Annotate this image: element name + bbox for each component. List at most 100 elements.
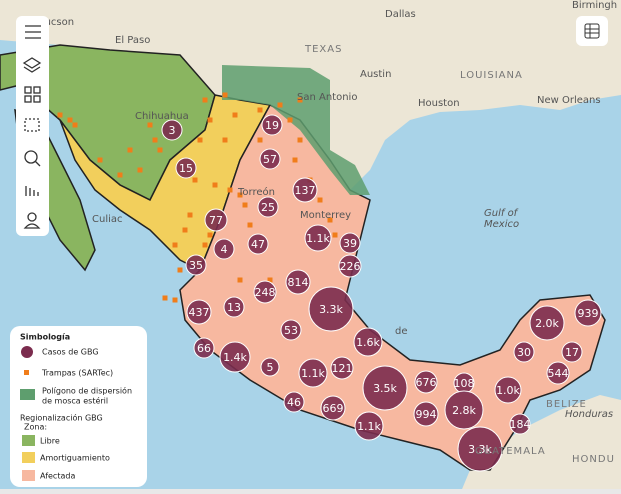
trap xyxy=(257,137,263,143)
case-cluster[interactable] xyxy=(304,224,332,252)
table-icon-lines xyxy=(585,24,599,38)
cluster-label: 15 xyxy=(179,162,193,175)
case-cluster[interactable] xyxy=(161,119,183,141)
cluster-label: 1.1k xyxy=(357,420,381,433)
case-cluster[interactable] xyxy=(186,299,212,325)
legend xyxy=(10,326,147,487)
case-cluster[interactable] xyxy=(260,357,280,377)
case-cluster[interactable] xyxy=(561,341,583,363)
cluster-label: 3.3k xyxy=(319,303,343,316)
trap xyxy=(232,112,238,118)
case-cluster[interactable] xyxy=(185,254,207,276)
legend-subtitle: Zona: xyxy=(24,423,47,432)
cluster-label: 77 xyxy=(209,214,223,227)
select-button[interactable] xyxy=(24,118,40,132)
case-cluster[interactable] xyxy=(529,305,565,341)
trap xyxy=(127,147,133,153)
case-cluster[interactable] xyxy=(253,280,277,304)
case-cluster[interactable] xyxy=(330,356,354,380)
case-cluster[interactable] xyxy=(257,196,279,218)
case-cluster[interactable] xyxy=(259,148,281,170)
chart-button[interactable] xyxy=(25,186,39,196)
menu-button[interactable] xyxy=(25,25,41,39)
place-label: Mexico xyxy=(484,219,519,230)
case-cluster[interactable] xyxy=(413,401,439,427)
layers-button[interactable] xyxy=(22,57,42,73)
place-label: Tucson xyxy=(39,17,74,28)
trap xyxy=(202,242,208,248)
case-cluster[interactable] xyxy=(204,208,228,232)
cluster-label: 814 xyxy=(288,276,309,289)
place-label: Monterrey xyxy=(300,210,351,221)
place-label: BELIZE xyxy=(546,399,587,410)
trap xyxy=(297,137,303,143)
cluster-label: 939 xyxy=(578,307,599,320)
case-cluster[interactable] xyxy=(292,177,318,203)
case-cluster[interactable] xyxy=(261,114,283,136)
case-cluster[interactable] xyxy=(494,376,522,404)
qr-button[interactable] xyxy=(24,86,32,94)
legend-label: de mosca estéril xyxy=(42,396,108,406)
places: Dallas Tucson El Paso TEXAS Austin LOUISIANA S… xyxy=(39,0,617,465)
case-cluster[interactable] xyxy=(546,361,570,385)
qr-part xyxy=(33,95,41,103)
cluster-label: 3.3k xyxy=(468,443,492,456)
trap xyxy=(182,227,188,233)
search-button[interactable] xyxy=(24,150,38,164)
case-cluster[interactable] xyxy=(574,299,602,327)
case-cluster[interactable] xyxy=(175,157,197,179)
legend-label: Trampas (SARTec) xyxy=(41,369,113,378)
cluster-label: 669 xyxy=(323,402,344,415)
case-cluster[interactable] xyxy=(285,269,311,295)
legend-label: Amortiguamiento xyxy=(40,454,110,463)
trap xyxy=(327,217,333,223)
cluster-label: 994 xyxy=(416,408,437,421)
cluster-label: 121 xyxy=(332,362,353,375)
trap xyxy=(207,232,213,238)
trap xyxy=(172,242,178,248)
legend-trap-symbol xyxy=(24,370,29,375)
trap xyxy=(152,137,158,143)
case-cluster[interactable] xyxy=(280,319,302,341)
place-label: Culiac xyxy=(92,214,123,225)
legend-title: Simbología xyxy=(20,333,70,342)
case-cluster[interactable] xyxy=(338,254,362,278)
place-label: Torreón xyxy=(237,186,275,198)
trap xyxy=(222,137,228,143)
case-cluster[interactable] xyxy=(513,341,535,363)
place-label: El Paso xyxy=(115,35,150,46)
case-cluster[interactable] xyxy=(353,327,383,357)
cluster-label: 2.8k xyxy=(452,404,476,417)
trap xyxy=(147,122,153,128)
trap xyxy=(172,297,178,303)
case-cluster[interactable] xyxy=(219,341,251,373)
case-cluster[interactable] xyxy=(320,395,346,421)
traps xyxy=(57,92,338,303)
case-cluster[interactable] xyxy=(298,358,328,388)
legend-label: Afectada xyxy=(40,472,75,481)
cluster-label: 4 xyxy=(221,243,228,256)
case-cluster[interactable] xyxy=(247,233,269,255)
case-cluster[interactable] xyxy=(444,390,484,430)
legend-buffer-symbol xyxy=(22,452,35,463)
case-cluster[interactable] xyxy=(362,365,408,411)
footer-bar xyxy=(0,489,621,494)
case-cluster[interactable] xyxy=(339,232,361,254)
cluster-label: 39 xyxy=(343,237,357,250)
cluster-label: 19 xyxy=(265,119,279,132)
table-button[interactable] xyxy=(576,16,608,46)
case-cluster[interactable] xyxy=(457,426,503,472)
case-cluster[interactable] xyxy=(354,411,384,441)
case-cluster[interactable] xyxy=(283,391,305,413)
case-cluster[interactable] xyxy=(414,370,438,394)
legend-label: Polígono de dispersión xyxy=(42,386,132,396)
case-cluster[interactable] xyxy=(213,238,235,260)
trap xyxy=(267,277,273,283)
case-cluster[interactable] xyxy=(223,296,245,318)
cluster-label: 66 xyxy=(197,342,211,355)
case-cluster[interactable] xyxy=(509,413,531,435)
user-button[interactable] xyxy=(27,212,37,222)
cluster-label: 46 xyxy=(287,396,301,409)
case-cluster[interactable] xyxy=(193,337,215,359)
case-cluster[interactable] xyxy=(308,286,354,332)
